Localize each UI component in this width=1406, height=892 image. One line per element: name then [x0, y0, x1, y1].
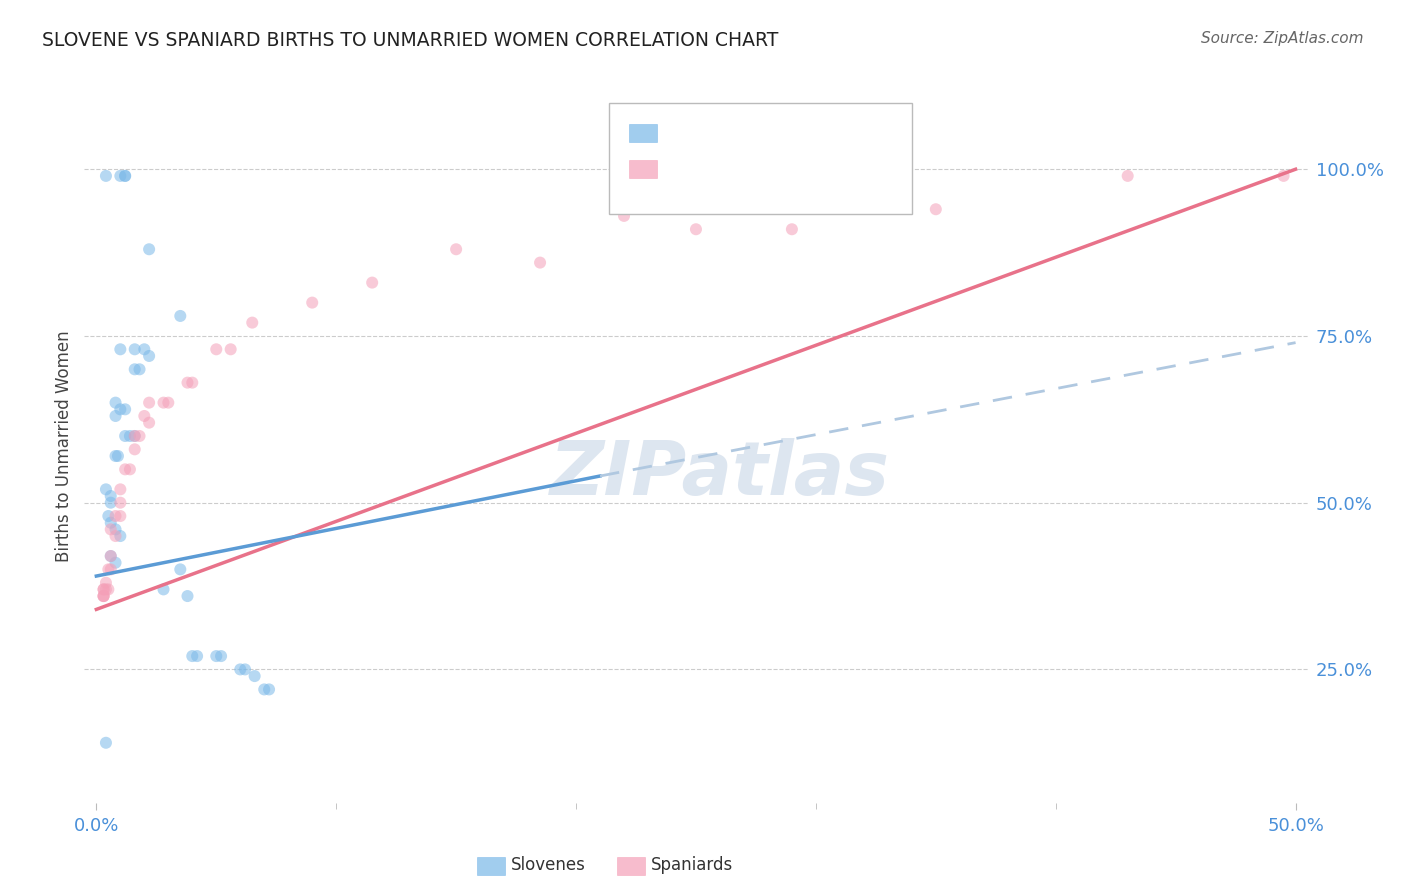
Text: R = 0.110   N = 43: R = 0.110 N = 43: [662, 124, 820, 142]
Point: [685, 222, 707, 236]
Point: [93, 582, 115, 597]
Point: [110, 496, 132, 510]
Point: [104, 449, 127, 463]
Point: [100, 489, 122, 503]
Point: [100, 522, 122, 536]
Point: [134, 343, 156, 357]
Point: [128, 362, 150, 376]
Point: [134, 409, 156, 423]
Point: [613, 209, 636, 223]
Text: Source: ZipAtlas.com: Source: ZipAtlas.com: [1201, 31, 1364, 46]
Point: [100, 562, 122, 576]
Point: [1116, 169, 1139, 183]
Point: [100, 549, 122, 563]
Point: [104, 395, 127, 409]
Point: [94, 483, 117, 497]
Point: [128, 429, 150, 443]
Point: [925, 202, 948, 217]
Point: [93, 589, 115, 603]
Point: [104, 409, 127, 423]
Point: [93, 589, 115, 603]
Point: [93, 589, 115, 603]
Point: [97, 562, 120, 576]
Point: [138, 242, 160, 256]
Text: Spaniards: Spaniards: [651, 856, 733, 874]
Point: [243, 669, 266, 683]
Point: [110, 509, 132, 524]
Point: [176, 589, 198, 603]
Point: [205, 649, 228, 664]
Point: [124, 343, 146, 357]
Point: [529, 255, 551, 269]
Point: [138, 349, 160, 363]
Point: [93, 582, 115, 597]
Point: [124, 429, 146, 443]
Point: [124, 362, 146, 376]
Point: [152, 582, 174, 597]
Point: [138, 416, 160, 430]
Point: [104, 509, 127, 524]
Point: [229, 662, 252, 676]
Point: [138, 395, 160, 409]
Point: [104, 522, 127, 536]
Point: [124, 429, 146, 443]
Point: [94, 575, 117, 590]
Point: [114, 462, 136, 476]
Point: [186, 649, 208, 664]
Point: [124, 442, 146, 457]
Point: [114, 169, 136, 183]
Point: [110, 483, 132, 497]
Point: [209, 649, 232, 664]
Point: [361, 276, 384, 290]
Point: [100, 496, 122, 510]
Point: [1272, 169, 1295, 183]
Point: [205, 343, 228, 357]
Point: [110, 402, 132, 417]
Point: [157, 395, 180, 409]
Point: [152, 395, 174, 409]
Point: [253, 682, 276, 697]
Point: [780, 222, 803, 236]
Point: [104, 529, 127, 543]
Point: [104, 556, 127, 570]
Point: [118, 429, 141, 443]
Text: ZIPatlas: ZIPatlas: [550, 438, 890, 511]
Point: [110, 529, 132, 543]
Point: [94, 582, 117, 597]
Point: [169, 309, 191, 323]
Point: [219, 343, 242, 357]
Point: [97, 582, 120, 597]
Point: [97, 509, 120, 524]
Point: [444, 242, 467, 256]
Point: [301, 295, 323, 310]
Point: [110, 343, 132, 357]
Point: [257, 682, 280, 697]
Point: [114, 402, 136, 417]
Y-axis label: Births to Unmarried Women: Births to Unmarried Women: [55, 330, 73, 562]
Point: [114, 169, 136, 183]
Point: [181, 649, 204, 664]
Point: [94, 736, 117, 750]
Point: [233, 662, 256, 676]
Text: Slovenes: Slovenes: [510, 856, 585, 874]
Point: [176, 376, 198, 390]
Point: [100, 516, 122, 530]
Point: [107, 449, 129, 463]
Text: SLOVENE VS SPANIARD BIRTHS TO UNMARRIED WOMEN CORRELATION CHART: SLOVENE VS SPANIARD BIRTHS TO UNMARRIED …: [42, 31, 779, 50]
Point: [110, 169, 132, 183]
Point: [100, 549, 122, 563]
Text: R = 0.713   N = 44: R = 0.713 N = 44: [662, 160, 820, 178]
Point: [169, 562, 191, 576]
Point: [114, 429, 136, 443]
Point: [240, 316, 263, 330]
Point: [94, 169, 117, 183]
Point: [181, 376, 204, 390]
Point: [118, 462, 141, 476]
